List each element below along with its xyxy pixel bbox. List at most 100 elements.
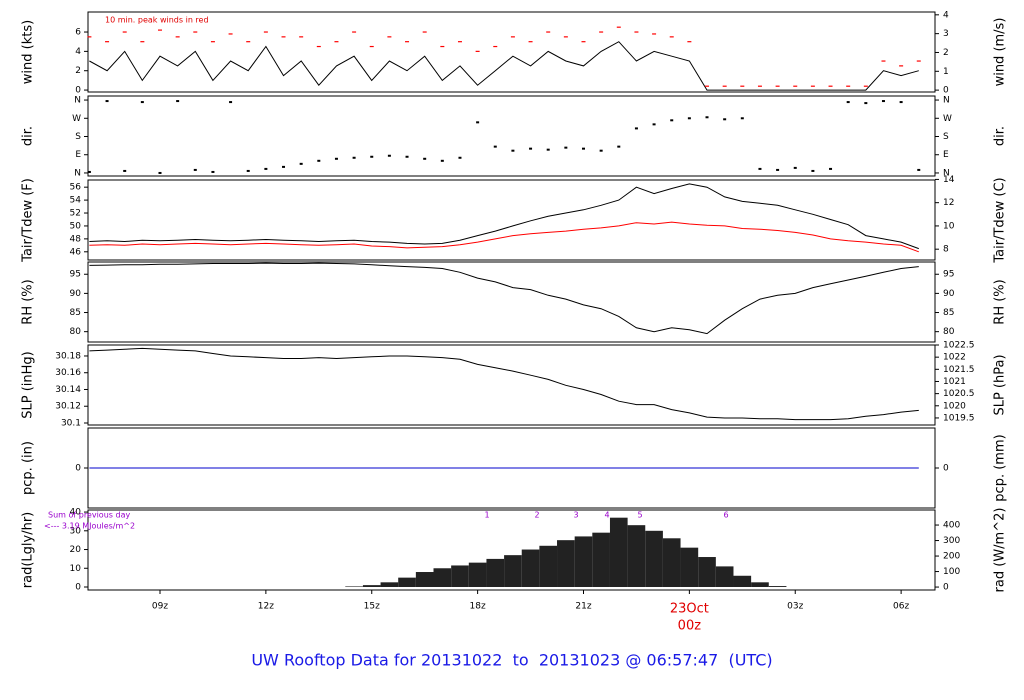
y2-tick-label: S xyxy=(943,132,949,142)
dir-dot xyxy=(334,157,338,160)
y2-tick-label: 8 xyxy=(943,245,949,255)
dir-dot xyxy=(670,119,674,122)
y-tick-label: 50 xyxy=(70,221,82,231)
dir-dot xyxy=(123,169,127,172)
y2-tick-label: 400 xyxy=(943,521,960,531)
y-tick-label: 6 xyxy=(75,28,81,38)
dir-dot xyxy=(599,149,603,152)
bar xyxy=(521,549,540,588)
y2-tick-label: 10 xyxy=(943,221,955,231)
y-tick-label: 20 xyxy=(70,545,82,555)
bar xyxy=(733,575,752,588)
y-tick-label: 10 xyxy=(70,564,82,574)
bar xyxy=(768,586,787,588)
dir-dot xyxy=(140,101,144,104)
dir-dot xyxy=(723,118,727,121)
dir-dot xyxy=(317,159,321,162)
dir-dot xyxy=(529,147,533,150)
panel-frame xyxy=(87,179,936,261)
bar xyxy=(680,547,699,588)
y2-tick-label: 3 xyxy=(943,29,949,39)
x-tick-label: 00z xyxy=(678,619,702,634)
dir-dot xyxy=(299,162,303,165)
y2-tick-label: 1020.5 xyxy=(943,389,975,399)
y2-axis-label: SLP (hPa) xyxy=(993,354,1008,415)
bar xyxy=(345,586,363,588)
bar xyxy=(468,562,487,588)
dir-dot xyxy=(864,102,868,105)
y2-tick-label: 1022.5 xyxy=(943,341,975,351)
bar xyxy=(592,532,610,588)
y2-tick-label: 85 xyxy=(943,308,954,318)
panel-frame xyxy=(87,261,936,343)
x-tick-label: 12z xyxy=(258,602,274,612)
y2-tick-label: 0 xyxy=(943,464,949,474)
y-tick-label: 30.1 xyxy=(61,418,81,428)
y2-tick-label: 1020 xyxy=(943,401,966,411)
bar xyxy=(362,585,381,588)
y-tick-label: 0 xyxy=(75,86,81,96)
y-tick-label: 30.12 xyxy=(55,402,81,412)
bar xyxy=(609,517,628,588)
y-tick-label: 54 xyxy=(70,196,82,206)
y2-tick-label: 0 xyxy=(943,583,949,593)
dir-dot xyxy=(740,117,744,120)
y-tick-label: N xyxy=(74,168,81,178)
dir-dot xyxy=(546,148,550,151)
dir-dot xyxy=(264,167,268,170)
dir-dot xyxy=(370,155,374,158)
x-tick-label: 09z xyxy=(152,602,168,612)
dir-dot xyxy=(176,100,180,103)
dir-dot xyxy=(493,145,497,148)
bar xyxy=(539,545,558,588)
dir-dot xyxy=(634,127,638,130)
dir-dot xyxy=(440,159,444,162)
bar xyxy=(433,568,452,588)
x-tick-label: 03z xyxy=(787,602,803,612)
y2-tick-label: 100 xyxy=(943,567,960,577)
marker-label: 5 xyxy=(637,511,642,520)
bar xyxy=(451,565,469,588)
bar xyxy=(398,577,416,588)
dir-dot xyxy=(193,168,197,171)
note: Sum of previous day xyxy=(48,511,130,520)
y2-axis-label: Tair/Tdew (C) xyxy=(993,177,1008,263)
y-tick-label: E xyxy=(75,150,81,160)
y-tick-label: 80 xyxy=(70,327,82,337)
footer: UW Rooftop Data for 20131022 to 20131023… xyxy=(251,651,772,670)
y-tick-label: S xyxy=(75,132,81,142)
marker-label: 2 xyxy=(534,511,539,520)
marker-label: 6 xyxy=(723,511,728,520)
dir-dot xyxy=(705,116,709,119)
y2-tick-label: 0 xyxy=(943,86,949,96)
bar xyxy=(380,582,399,588)
bar xyxy=(504,555,522,588)
y-axis-label: rad(Lgly/hr) xyxy=(21,512,36,588)
y-tick-label: 85 xyxy=(70,308,81,318)
dir-dot xyxy=(581,147,585,150)
dir-dot xyxy=(246,169,250,172)
note: <--- 3.19 MJoules/m^2 xyxy=(44,522,135,531)
bar xyxy=(557,540,575,588)
y2-tick-label: 1021 xyxy=(943,377,966,387)
y2-tick-label: 4 xyxy=(943,10,949,20)
x-tick-label: 21z xyxy=(575,602,591,612)
y2-tick-label: 80 xyxy=(943,327,955,337)
bar xyxy=(715,566,734,588)
y2-tick-label: 1021.5 xyxy=(943,365,975,375)
y-tick-label: 30.14 xyxy=(55,385,81,395)
dir-dot xyxy=(105,100,109,103)
bar xyxy=(662,538,681,588)
y-tick-label: W xyxy=(72,114,81,124)
dir-dot xyxy=(776,168,780,171)
y2-tick-label: 1019.5 xyxy=(943,413,975,423)
y-tick-label: N xyxy=(74,96,81,106)
dir-dot xyxy=(229,101,233,104)
y2-tick-label: 2 xyxy=(943,48,949,58)
y-tick-label: 48 xyxy=(70,234,82,244)
y-axis-label: Tair/Tdew (F) xyxy=(21,178,36,263)
dir-dot xyxy=(87,170,91,173)
